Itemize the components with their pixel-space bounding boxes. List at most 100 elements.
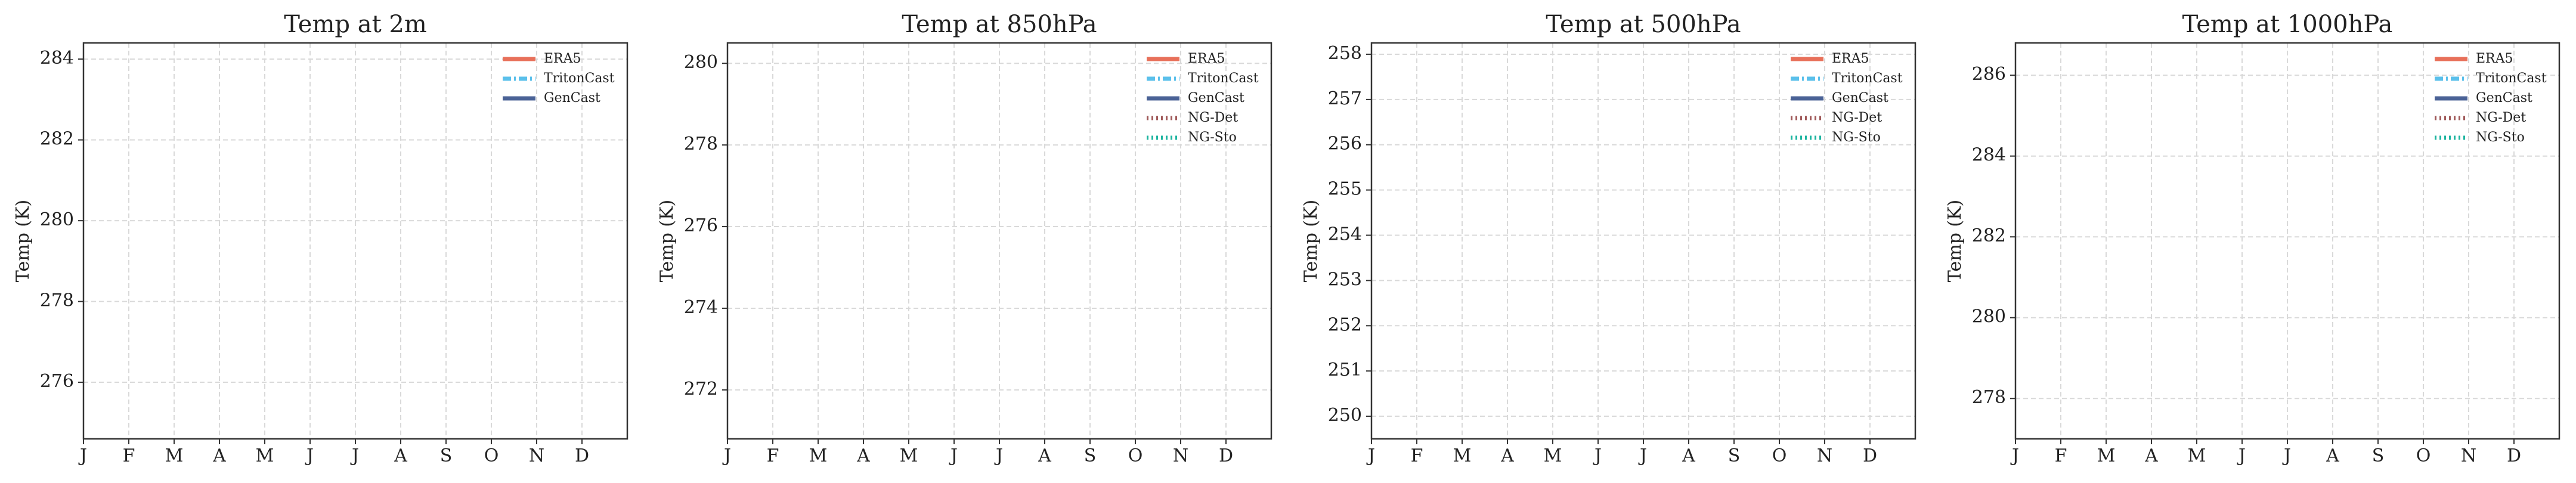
x-tick-label: S [440,445,453,466]
plot-frame [82,42,628,440]
legend-label: GenCast [544,91,600,106]
x-tick-label: M [1544,445,1562,466]
x-tick-label: J [949,445,958,466]
y-tick-label: 280 [1972,306,2006,327]
x-tick-label: A [1500,445,1514,466]
x-tick-label: D [2507,445,2521,466]
legend-label: TritonCast [1188,71,1259,86]
x-tick-label: J [2282,445,2291,466]
legend-label: NG-Det [2476,110,2526,125]
x-tick-label: S [1728,445,1741,466]
legend-label: NG-Det [1188,110,1238,125]
x-tick-label: N [1817,445,1832,466]
plot-frame [726,42,1272,440]
x-tick-label: N [1173,445,1188,466]
x-tick-label: A [856,445,870,466]
x-tick-label: J [78,445,87,466]
x-tick-label: M [900,445,918,466]
x-tick-label: O [1128,445,1143,466]
y-tick-label: 251 [1328,360,1362,380]
x-tick-label: O [2416,445,2431,466]
legend-label: ERA5 [1832,51,1869,66]
y-tick-label: 257 [1328,88,1362,109]
legend-label: TritonCast [1832,71,1903,86]
x-tick-label: J [2237,445,2246,466]
legend-label: GenCast [1188,91,1244,106]
plot-frame [2014,42,2560,440]
y-tick-label: 278 [684,134,718,154]
legend-label: TritonCast [544,71,615,86]
x-tick-label: M [2188,445,2206,466]
x-tick-label: J [1593,445,1602,466]
y-tick-label: 255 [1328,179,1362,200]
x-tick-label: S [2372,445,2385,466]
y-axis-label: Temp (K) [13,200,33,282]
x-tick-label: F [2055,445,2067,466]
legend-label: NG-Det [1832,110,1882,125]
x-tick-label: N [529,445,544,466]
plot-frame [1370,42,1916,440]
x-tick-label: M [1453,445,1472,466]
y-tick-label: 254 [1328,224,1362,245]
legend-label: NG-Sto [1832,130,1881,145]
chart-title: Temp at 2m [284,11,427,38]
x-tick-label: J [722,445,731,466]
x-tick-label: O [1772,445,1787,466]
y-tick-label: 274 [684,297,718,318]
x-tick-label: M [165,445,184,466]
x-tick-label: F [1411,445,1423,466]
x-tick-label: M [256,445,274,466]
y-tick-label: 278 [1972,387,2006,408]
x-tick-label: F [767,445,779,466]
legend-label: ERA5 [2476,51,2513,66]
x-tick-label: J [1366,445,1375,466]
y-axis-label: Temp (K) [1301,200,1321,282]
legend-label: TritonCast [2476,71,2547,86]
y-axis-label: Temp (K) [1945,200,1965,282]
y-tick-label: 258 [1328,43,1362,64]
x-tick-label: M [2097,445,2116,466]
legend-label: ERA5 [1188,51,1225,66]
y-tick-label: 280 [40,209,74,230]
x-tick-label: D [1863,445,1877,466]
y-tick-label: 276 [684,215,718,236]
x-tick-label: J [305,445,314,466]
x-tick-label: D [575,445,589,466]
x-tick-label: J [350,445,359,466]
y-tick-label: 282 [1972,225,2006,246]
x-tick-label: F [123,445,135,466]
x-tick-label: A [2144,445,2158,466]
legend-label: ERA5 [544,51,581,66]
chart-title: Temp at 850hPa [902,11,1097,38]
x-tick-label: J [994,445,1003,466]
legend-label: GenCast [1832,91,1888,106]
x-tick-label: S [1084,445,1097,466]
x-tick-label: A [2326,445,2339,466]
y-tick-label: 253 [1328,269,1362,290]
x-tick-label: M [809,445,828,466]
y-tick-label: 280 [684,52,718,73]
y-tick-label: 276 [40,371,74,392]
legend-label: NG-Sto [1188,130,1237,145]
x-tick-label: D [1219,445,1233,466]
y-tick-label: 272 [684,379,718,400]
y-tick-label: 256 [1328,134,1362,154]
y-tick-label: 284 [40,48,74,69]
x-tick-label: N [2461,445,2476,466]
x-tick-label: A [1682,445,1695,466]
x-tick-label: J [2010,445,2019,466]
y-axis-label: Temp (K) [657,200,677,282]
x-tick-label: A [394,445,407,466]
legend-label: GenCast [2476,91,2532,106]
chart-title: Temp at 500hPa [1546,11,1741,38]
y-tick-label: 284 [1972,145,2006,166]
x-tick-label: A [212,445,226,466]
x-tick-label: J [1638,445,1647,466]
y-tick-label: 252 [1328,314,1362,335]
y-tick-label: 286 [1972,64,2006,85]
chart-title: Temp at 1000hPa [2182,11,2393,38]
x-tick-label: A [1038,445,1051,466]
y-tick-label: 282 [40,129,74,150]
